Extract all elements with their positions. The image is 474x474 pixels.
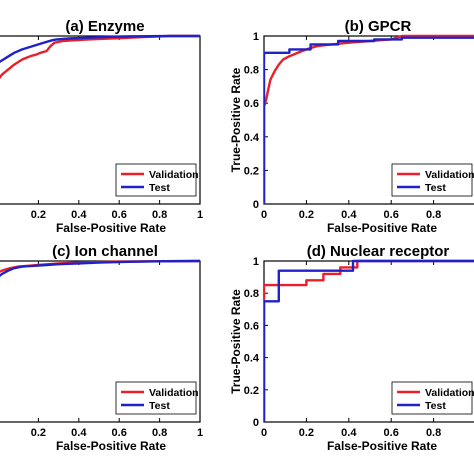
legend-box [115,381,197,415]
panel-title: (a) Enzyme [65,18,144,35]
y-tick-label: 0.8 [244,65,259,77]
x-tick-label: 0.8 [426,209,441,221]
x-axis-label: False-Positive Rate [56,221,166,235]
legend-entry: Validation [425,387,474,399]
legend-entry: Validation [149,169,199,181]
series-group [264,34,474,204]
series-line-test [0,34,200,64]
y-tick-label: 1 [253,31,259,43]
x-tick-label: 0.4 [341,209,357,221]
x-tick-label: 0.2 [299,209,314,221]
panel-ion-channel: 0.2 0.4 0.6 0.8 1 (c) Ion channel False-Positi… [0,243,203,453]
x-tick-label: 0.4 [71,209,87,221]
series-line-test [0,259,200,278]
x-tick-label: 0.8 [152,209,167,221]
x-tick-label: 0.6 [112,209,127,221]
panel-gpcr: 0 0.2 0.4 0.6 0.8 0 0.2 0.4 0.6 0.8 1 (b) GPCR False… [229,18,474,235]
panel-title: (b) GPCR [345,18,412,35]
series-group [0,34,200,80]
panel-title: (d) Nuclear receptor [307,243,450,260]
x-axis-label: False-Positive Rate [327,221,437,235]
series-group [264,259,474,422]
x-axis-label: False-Positive Rate [56,439,166,453]
y-axis-label: True-Positive Rate [229,67,243,172]
legend-entry: Validation [425,169,474,181]
plot-area [263,260,474,423]
legend-entry: Test [425,400,446,412]
x-tick-label: 0.8 [426,427,441,439]
series-line-validation [0,34,200,80]
x-tick-label: 1 [197,427,203,439]
x-tick-label: 0.4 [341,427,357,439]
legend-entry: Test [425,182,446,194]
series-line-test [264,259,474,422]
x-tick-label: 0.2 [299,427,314,439]
legend-box [391,163,473,197]
legend-entry: Test [149,182,170,194]
x-tick-label: 0.4 [71,427,87,439]
y-tick-label: 0.2 [244,385,259,397]
y-tick-label: 0.6 [244,98,259,110]
x-tick-label: 0.6 [384,427,399,439]
x-axis-label: False-Positive Rate [327,439,437,453]
y-tick-label: 0.2 [244,165,259,177]
y-tick-label: 0.4 [244,353,260,365]
y-tick-label: 0.6 [244,320,259,332]
y-tick-label: 0 [253,417,259,429]
series-line-test [264,36,474,204]
x-tick-label: 0.8 [152,427,167,439]
x-tick-label: 0.2 [31,209,46,221]
x-tick-label: 0 [261,427,267,439]
panel-enzyme: 0.2 0.4 0.6 0.8 1 (a) Enzyme False-Positive Ra… [0,18,203,235]
legend-box [115,163,197,197]
legend-entry: Validation [149,387,199,399]
y-tick-label: 0.4 [244,132,260,144]
x-tick-label: 0 [261,209,267,221]
panel-title: (c) Ion channel [52,243,158,260]
x-tick-label: 1 [197,209,203,221]
y-tick-label: 0 [253,199,259,211]
x-tick-label: 0.2 [31,427,46,439]
legend-box [391,381,473,415]
x-tick-label: 0.6 [384,209,399,221]
x-tick-label: 0.6 [112,427,127,439]
panel-nuclear-receptor: 0 0.2 0.4 0.6 0.8 0 0.2 0.4 0.6 0.8 1 (d) Nuclear r… [229,243,474,453]
series-group [0,259,200,278]
y-tick-label: 0.8 [244,288,259,300]
y-axis-label: True-Positive Rate [229,289,243,394]
y-tick-label: 1 [253,256,259,268]
series-line-validation [264,259,474,422]
legend-entry: Test [149,400,170,412]
